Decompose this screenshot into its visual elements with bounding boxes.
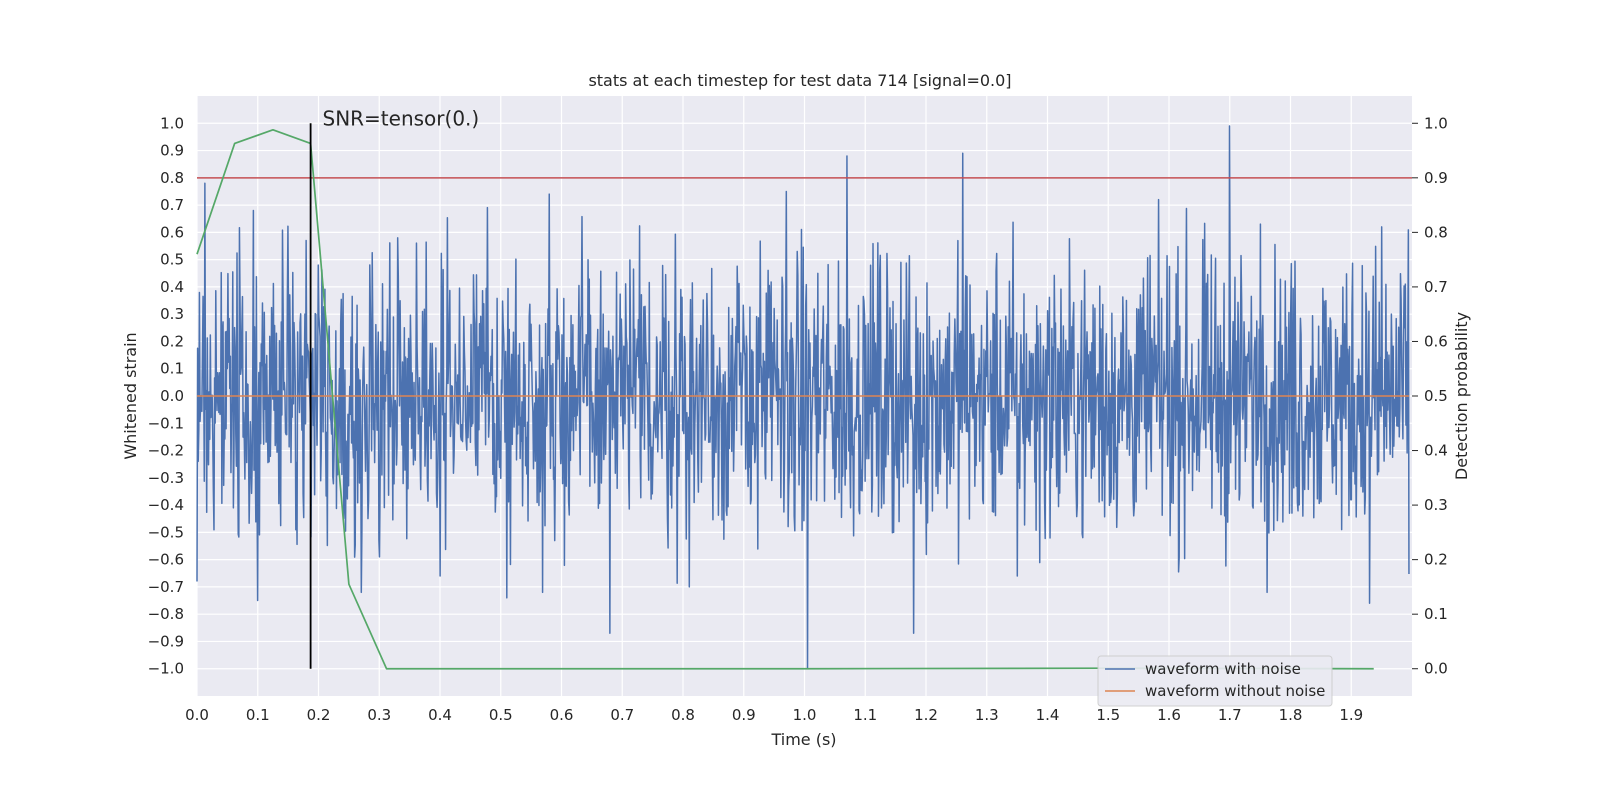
- y2-tick-label: 0.0: [1424, 660, 1448, 678]
- axes-layer: 0.0 0.1 0.2 0.3 0.4 0.5 0.6 0.7 0.8 0.9 1.0 1.1 1.2 1…: [148, 114, 1448, 724]
- legend: waveform with noise waveform without noi…: [1097, 655, 1333, 707]
- x-tick-label: 1.4: [1036, 706, 1060, 724]
- y-tick-label: 0.1: [160, 360, 184, 378]
- x-tick-label: 0.9: [732, 706, 756, 724]
- x-tick-label: 0.3: [367, 706, 391, 724]
- y-tick-label: 0.6: [160, 223, 184, 241]
- x-tick-label: 0.0: [185, 706, 209, 724]
- y-tick-label: 0.5: [160, 251, 184, 269]
- x-tick-label: 0.7: [610, 706, 634, 724]
- y-tick-label: 1.0: [160, 114, 184, 132]
- x-tick-label: 1.5: [1096, 706, 1120, 724]
- y2-tick-label: 0.8: [1424, 223, 1448, 241]
- x-tick-label: 1.7: [1218, 706, 1242, 724]
- y2-tick-label: 0.4: [1424, 442, 1448, 460]
- y-tick-label: 0.3: [160, 305, 184, 323]
- y-tick-label: 0.2: [160, 332, 184, 350]
- y2-tick-label: 0.9: [1424, 169, 1448, 187]
- y2-tick-label: 0.5: [1424, 387, 1448, 405]
- y-axis-label: Whitened strain: [121, 332, 140, 459]
- x-tick-label: 1.9: [1339, 706, 1363, 724]
- y-tick-label: 0.0: [160, 387, 184, 405]
- y-tick-label: 0.9: [160, 142, 184, 160]
- x-tick-label: 0.2: [307, 706, 331, 724]
- y-tick-label: 0.8: [160, 169, 184, 187]
- y-tick-label: −0.3: [148, 469, 184, 487]
- legend-label-waveform-without-noise: waveform without noise: [1145, 682, 1325, 700]
- x-tick-label: 0.5: [489, 706, 513, 724]
- y2-tick-label: 0.7: [1424, 278, 1448, 296]
- y-tick-label: −0.8: [148, 605, 184, 623]
- y2-tick-label: 0.3: [1424, 496, 1448, 514]
- x-tick-label: 0.8: [671, 706, 695, 724]
- x-tick-label: 0.4: [428, 706, 452, 724]
- y-tick-label: −0.7: [148, 578, 184, 596]
- y-tick-label: −1.0: [148, 660, 184, 678]
- x-tick-label: 1.3: [975, 706, 999, 724]
- y-tick-label: 0.4: [160, 278, 184, 296]
- series-detection-probability: [196, 128, 1374, 670]
- y-tick-label: −0.2: [148, 442, 184, 460]
- chart-title: stats at each timestep for test data 714…: [588, 71, 1011, 90]
- y2-tick-label: 0.1: [1424, 605, 1448, 623]
- y-tick-label: −0.4: [148, 496, 184, 514]
- x-tick-label: 1.6: [1157, 706, 1181, 724]
- x-tick-label: 0.1: [246, 706, 270, 724]
- y2-tick-label: 0.6: [1424, 332, 1448, 350]
- x-tick-label: 1.1: [853, 706, 877, 724]
- series-waveform-with-noise: [196, 125, 1410, 670]
- y-tick-label: 0.7: [160, 196, 184, 214]
- legend-box: [1097, 655, 1333, 707]
- y-tick-label: −0.5: [148, 523, 184, 541]
- y2-axis-label: Detection probability: [1452, 312, 1471, 480]
- y2-tick-label: 1.0: [1424, 114, 1448, 132]
- x-tick-label: 0.6: [550, 706, 574, 724]
- y-tick-label: −0.9: [148, 632, 184, 650]
- legend-label-waveform-with-noise: waveform with noise: [1145, 660, 1301, 678]
- x-axis-label: Time (s): [770, 730, 836, 749]
- x-tick-label: 1.8: [1279, 706, 1303, 724]
- series-layer: [196, 123, 1412, 670]
- x-tick-label: 1.2: [914, 706, 938, 724]
- snr-annotation: SNR=tensor(0.): [323, 106, 480, 130]
- y2-tick-label: 0.2: [1424, 551, 1448, 569]
- x-tick-label: 1.0: [793, 706, 817, 724]
- y-tick-label: −0.1: [148, 414, 184, 432]
- y-tick-label: −0.6: [148, 551, 184, 569]
